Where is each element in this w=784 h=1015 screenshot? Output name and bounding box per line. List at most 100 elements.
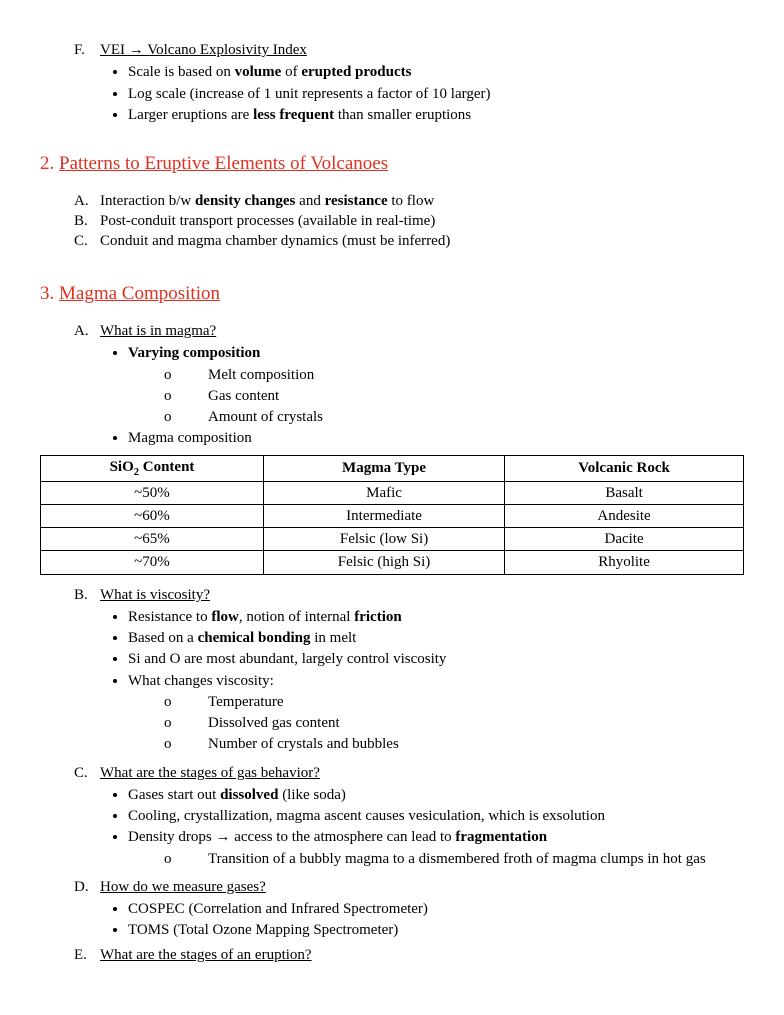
content: Post-conduit transport processes (availa… bbox=[100, 211, 744, 231]
title-f: VEI → Volcano Explosivity Index bbox=[100, 42, 307, 58]
bold: volume bbox=[235, 64, 282, 80]
marker: B. bbox=[74, 211, 100, 231]
cell: Basalt bbox=[505, 481, 744, 504]
bullet: Magma composition bbox=[128, 428, 744, 448]
marker: D. bbox=[74, 877, 100, 897]
cell: ~60% bbox=[41, 504, 264, 527]
section-3a: A. What is in magma? Varying composition… bbox=[40, 321, 744, 449]
bullet: Si and O are most abundant, largely cont… bbox=[128, 649, 744, 669]
th-sio2: SiO2 Content bbox=[41, 455, 264, 481]
item-2b: B. Post-conduit transport processes (ava… bbox=[74, 211, 744, 231]
section-3c: C. What are the stages of gas behavior? … bbox=[40, 763, 744, 869]
th-rock: Volcanic Rock bbox=[505, 455, 744, 481]
cell: Dacite bbox=[505, 528, 744, 551]
marker-f: F. bbox=[74, 40, 100, 60]
text: TOMS (Total Ozone Mapping Spectrometer) bbox=[128, 922, 398, 938]
sublist: Transition of a bubbly magma to a dismem… bbox=[128, 849, 744, 869]
cell: Mafic bbox=[263, 481, 504, 504]
bold: friction bbox=[354, 609, 401, 625]
title-3d: How do we measure gases? bbox=[100, 879, 266, 895]
text: Resistance to bbox=[128, 609, 211, 625]
item-3c: C. What are the stages of gas behavior? bbox=[74, 763, 744, 783]
sub-item: Melt composition bbox=[164, 365, 744, 385]
text: in melt bbox=[311, 630, 357, 646]
cell: ~50% bbox=[41, 481, 264, 504]
th-type: Magma Type bbox=[263, 455, 504, 481]
sub-item: Transition of a bubbly magma to a dismem… bbox=[164, 849, 744, 869]
marker: B. bbox=[74, 585, 100, 605]
text: than smaller eruptions bbox=[334, 107, 471, 123]
bullets-3b: Resistance to flow, notion of internal f… bbox=[74, 607, 744, 755]
text: SiO bbox=[110, 459, 134, 475]
item-f: F. VEI → Volcano Explosivity Index bbox=[74, 40, 744, 60]
num-2: 2. bbox=[40, 153, 54, 174]
table-row: ~70%Felsic (high Si)Rhyolite bbox=[41, 551, 744, 574]
section-3-header: 3. Magma Composition bbox=[40, 281, 744, 307]
content: Conduit and magma chamber dynamics (must… bbox=[100, 231, 744, 251]
bold: erupted products bbox=[301, 64, 411, 80]
cell: Felsic (high Si) bbox=[263, 551, 504, 574]
bold: flow bbox=[211, 609, 239, 625]
cell: Felsic (low Si) bbox=[263, 528, 504, 551]
bullet: Log scale (increase of 1 unit represents… bbox=[128, 84, 744, 104]
text: Gases start out bbox=[128, 787, 220, 803]
table-row: ~50%MaficBasalt bbox=[41, 481, 744, 504]
sub-item: Gas content bbox=[164, 386, 744, 406]
bullet: Density drops → access to the atmosphere… bbox=[128, 827, 744, 869]
bullet: Resistance to flow, notion of internal f… bbox=[128, 607, 744, 627]
text: Interaction b/w bbox=[100, 193, 195, 209]
title-3c: What are the stages of gas behavior? bbox=[100, 765, 320, 781]
text: COSPEC (Correlation and Infrared Spectro… bbox=[128, 901, 428, 917]
section-2-header: 2. Patterns to Eruptive Elements of Volc… bbox=[40, 151, 744, 177]
marker: A. bbox=[74, 321, 100, 341]
bold: chemical bonding bbox=[198, 630, 311, 646]
bullets-3a: Varying composition Melt composition Gas… bbox=[74, 343, 744, 448]
table-header-row: SiO2 Content Magma Type Volcanic Rock bbox=[41, 455, 744, 481]
text: Si and O are most abundant, largely cont… bbox=[128, 651, 446, 667]
bold: fragmentation bbox=[455, 829, 547, 845]
text: of bbox=[281, 64, 301, 80]
bullets-3c: Gases start out dissolved (like soda) Co… bbox=[74, 785, 744, 869]
sublist: Temperature Dissolved gas content Number… bbox=[128, 692, 744, 755]
text: Content bbox=[139, 459, 194, 475]
section-3b: B. What is viscosity? Resistance to flow… bbox=[40, 585, 744, 755]
bullets-3d: COSPEC (Correlation and Infrared Spectro… bbox=[74, 899, 744, 941]
num-3: 3. bbox=[40, 283, 54, 304]
table-row: ~60%IntermediateAndesite bbox=[41, 504, 744, 527]
text: Magma composition bbox=[128, 430, 252, 446]
section-2-body: A. Interaction b/w density changes and r… bbox=[40, 191, 744, 252]
bold: less frequent bbox=[253, 107, 334, 123]
bold: density changes bbox=[195, 193, 295, 209]
text: Density drops → access to the atmosphere… bbox=[128, 829, 455, 845]
text: (like soda) bbox=[278, 787, 345, 803]
cell: Rhyolite bbox=[505, 551, 744, 574]
text: Cooling, crystallization, magma ascent c… bbox=[128, 808, 605, 824]
text: to flow bbox=[388, 193, 435, 209]
bullet: Scale is based on volume of erupted prod… bbox=[128, 62, 744, 82]
bullet: Varying composition Melt composition Gas… bbox=[128, 343, 744, 427]
cell: ~65% bbox=[41, 528, 264, 551]
marker: E. bbox=[74, 945, 100, 965]
title-3b: What is viscosity? bbox=[100, 587, 210, 603]
title-3e: What are the stages of an eruption? bbox=[100, 947, 312, 963]
item-2c: C. Conduit and magma chamber dynamics (m… bbox=[74, 231, 744, 251]
item-3b: B. What is viscosity? bbox=[74, 585, 744, 605]
bullet: TOMS (Total Ozone Mapping Spectrometer) bbox=[128, 920, 744, 940]
bullet: What changes viscosity: Temperature Diss… bbox=[128, 671, 744, 755]
bold: resistance bbox=[325, 193, 388, 209]
item-2a: A. Interaction b/w density changes and r… bbox=[74, 191, 744, 211]
sub-item: Amount of crystals bbox=[164, 407, 744, 427]
text: and bbox=[295, 193, 324, 209]
sub-item: Number of crystals and bubbles bbox=[164, 734, 744, 754]
section-f: F. VEI → Volcano Explosivity Index Scale… bbox=[40, 40, 744, 125]
sublist: Melt composition Gas content Amount of c… bbox=[128, 365, 744, 428]
table-row: ~65%Felsic (low Si)Dacite bbox=[41, 528, 744, 551]
title-2: Patterns to Eruptive Elements of Volcano… bbox=[59, 153, 388, 174]
bullet: Based on a chemical bonding in melt bbox=[128, 628, 744, 648]
magma-table: SiO2 Content Magma Type Volcanic Rock ~5… bbox=[40, 455, 744, 575]
section-3e: E. What are the stages of an eruption? bbox=[40, 945, 744, 965]
title-3a: What is in magma? bbox=[100, 323, 216, 339]
text: Larger eruptions are bbox=[128, 107, 253, 123]
text: Based on a bbox=[128, 630, 198, 646]
content: Interaction b/w density changes and resi… bbox=[100, 191, 744, 211]
